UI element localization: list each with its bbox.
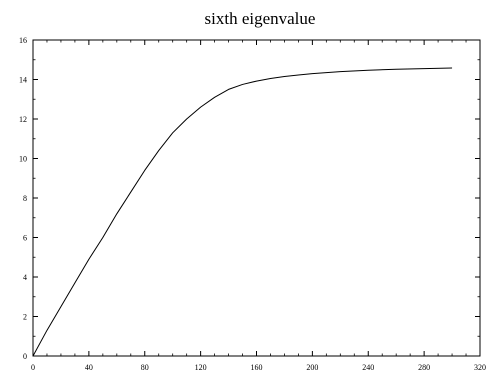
x-tick-label: 0 bbox=[31, 363, 35, 372]
series-layer bbox=[32, 67, 453, 357]
y-tick-label: 4 bbox=[23, 273, 27, 282]
y-tick-label: 0 bbox=[23, 352, 27, 361]
y-axis: 0 2 4 6 8 10 12 14 16 bbox=[19, 36, 480, 361]
y-tick-label: 16 bbox=[19, 36, 27, 45]
x-tick-label: 280 bbox=[418, 363, 430, 372]
chart-title: sixth eigenvalue bbox=[205, 9, 316, 28]
plot-frame bbox=[32, 39, 481, 357]
series-line-0 bbox=[32, 67, 453, 357]
x-tick-label: 120 bbox=[195, 363, 207, 372]
x-tick-label: 40 bbox=[85, 363, 93, 372]
y-tick-label: 2 bbox=[23, 313, 27, 322]
x-tick-label: 80 bbox=[141, 363, 149, 372]
y-tick-label: 12 bbox=[19, 115, 27, 124]
y-tick-label: 10 bbox=[19, 155, 27, 164]
x-tick-label: 200 bbox=[306, 363, 318, 372]
x-tick-label: 320 bbox=[474, 363, 486, 372]
y-tick-label: 8 bbox=[23, 194, 27, 203]
x-tick-label: 160 bbox=[251, 363, 263, 372]
y-tick-label: 14 bbox=[19, 76, 27, 85]
x-tick-label: 240 bbox=[362, 363, 374, 372]
y-tick-label: 6 bbox=[23, 234, 27, 243]
x-axis: 0 40 80 120 160 200 240 280 320 bbox=[31, 40, 486, 372]
